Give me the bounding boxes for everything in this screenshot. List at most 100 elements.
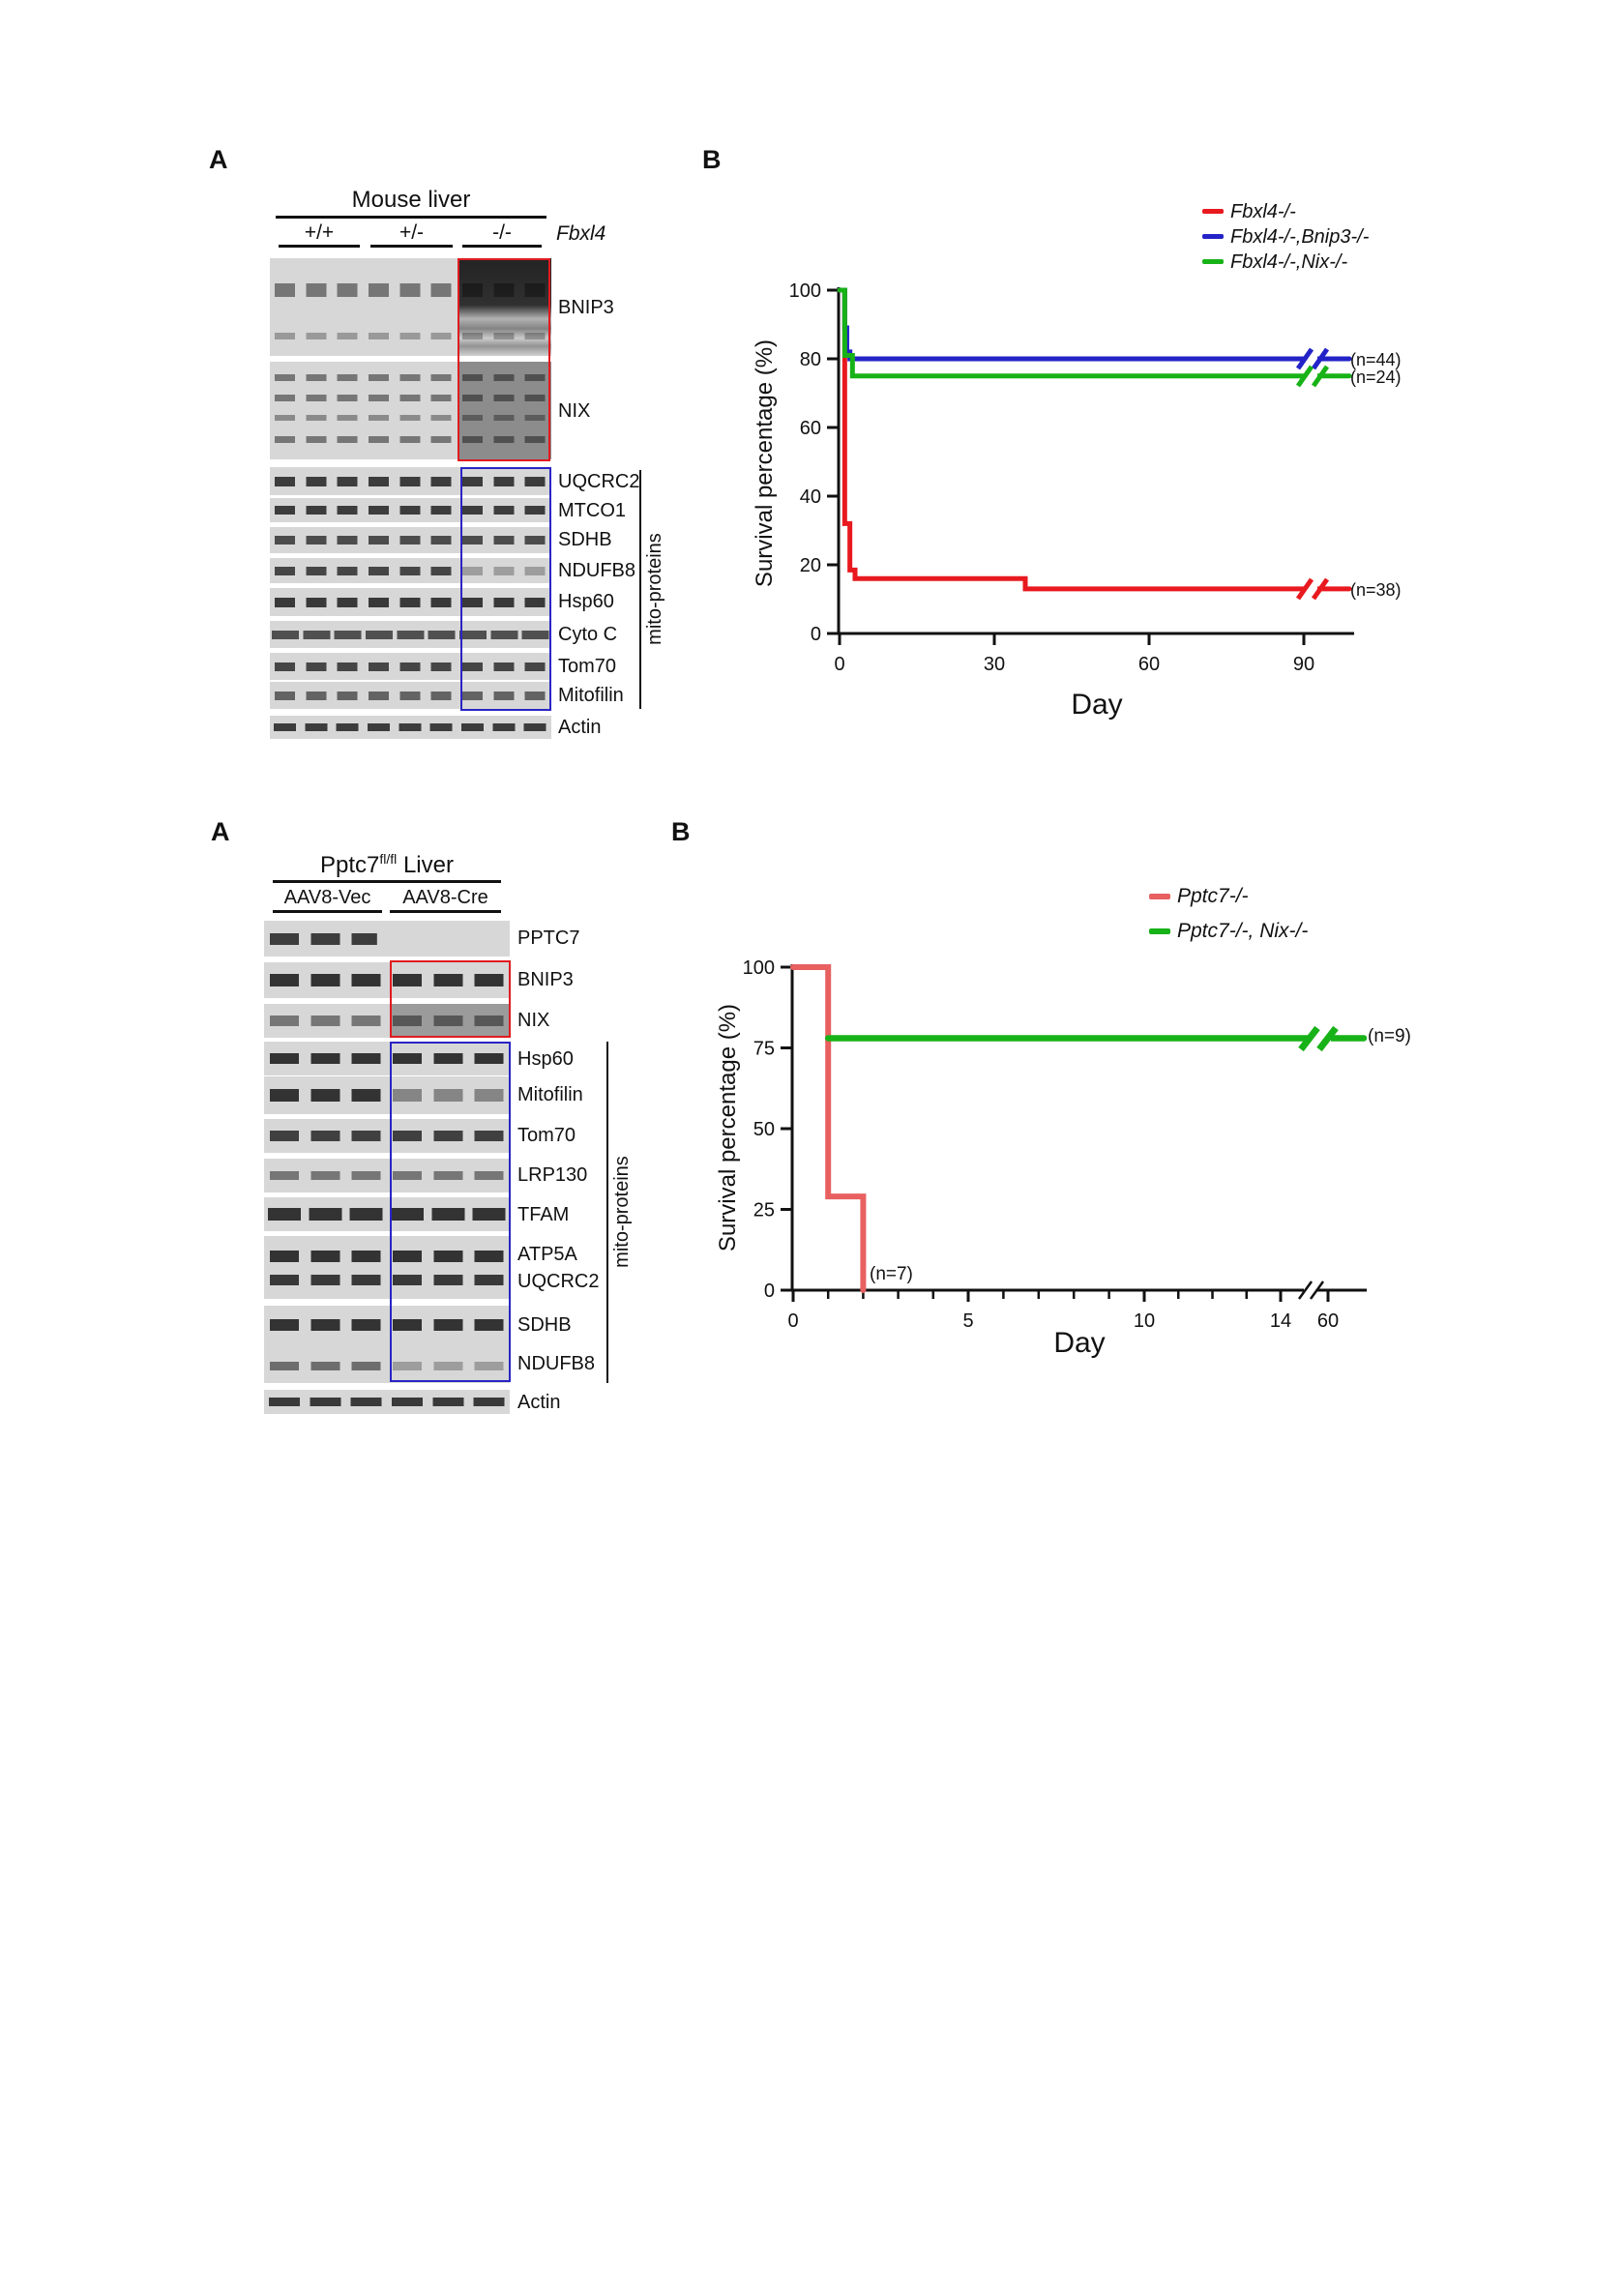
- svg-text:90: 90: [1293, 654, 1314, 675]
- survival-chart-pptc7: 0 25 50 75 100 0 5 10 14 60: [743, 957, 1368, 1332]
- protein-label: Mitofilin: [517, 1084, 583, 1105]
- svg-text:0: 0: [787, 1310, 798, 1332]
- svg-text:40: 40: [800, 486, 821, 508]
- genotype-het: +/-: [399, 221, 425, 244]
- blot-strip-bnip3: [270, 258, 551, 356]
- legend-swatch-green: [1202, 259, 1224, 264]
- group-underline: [462, 245, 542, 248]
- n-count-label: (n=7): [870, 1264, 913, 1284]
- title-gene: Pptc7: [320, 852, 380, 878]
- protein-label: TFAM: [517, 1204, 570, 1225]
- n-count-label: (n=38): [1350, 580, 1402, 600]
- svg-text:60: 60: [800, 418, 821, 439]
- n-count-label: (n=24): [1350, 368, 1402, 387]
- protein-label: UQCRC2: [558, 471, 640, 492]
- protein-label: MTCO1: [558, 500, 626, 521]
- blot-strip-pptc7: [264, 921, 510, 957]
- blot-strip-lrp130: [264, 1159, 510, 1192]
- band-overlay-light: [459, 558, 551, 583]
- legend-swatch-green: [1149, 928, 1170, 934]
- legend-label: Fbxl4-/-,Nix-/-: [1230, 251, 1348, 273]
- fig1-panel-a-label: A: [209, 145, 228, 174]
- red-highlight-box: [458, 258, 550, 461]
- title-suffix: Liver: [397, 852, 454, 878]
- blot-strip-tom70: [264, 1119, 510, 1153]
- curve-break-mark: [1298, 1025, 1320, 1052]
- curve-break-mark: [1295, 347, 1314, 370]
- protein-label: Hsp60: [517, 1048, 574, 1070]
- protein-label: Actin: [517, 1392, 561, 1413]
- group-underline: [279, 245, 360, 248]
- protein-label: PPTC7: [517, 927, 580, 949]
- svg-text:30: 30: [984, 654, 1005, 675]
- svg-text:100: 100: [789, 280, 821, 302]
- band-overlay-dark: [389, 1004, 510, 1038]
- fig2-panel-b-label: B: [671, 817, 691, 846]
- x-axis-label: Day: [1071, 689, 1123, 721]
- protein-label: SDHB: [558, 529, 612, 550]
- legend-swatch-red: [1202, 209, 1224, 214]
- y-axis-label: Survival percentage (%): [715, 1003, 741, 1252]
- protein-label: NIX: [558, 400, 591, 422]
- svg-text:25: 25: [753, 1200, 775, 1222]
- protein-label: NDUFB8: [517, 1353, 596, 1374]
- mito-proteins-label: mito-proteins: [611, 1156, 633, 1268]
- x-axis-label: Day: [1053, 1327, 1106, 1359]
- fig2-panel-a-label: A: [211, 817, 230, 846]
- band-overlay-light: [389, 1356, 510, 1379]
- y-axis-label: Survival percentage (%): [752, 339, 778, 588]
- legend-swatch-salmon: [1149, 894, 1170, 899]
- blot-strip-actin: [270, 716, 551, 739]
- title-underline: [273, 880, 501, 883]
- treatment-vec: AAV8-Vec: [283, 887, 371, 908]
- svg-text:14: 14: [1270, 1310, 1291, 1332]
- group-underline: [273, 910, 382, 913]
- title-underline: [276, 216, 546, 219]
- axis-break-mark: [1297, 1280, 1314, 1300]
- blue-highlight-box: [390, 1042, 511, 1382]
- protein-label: SDHB: [517, 1314, 572, 1336]
- blot-strip-mtco1: [270, 498, 551, 522]
- blot-strip-tfam: [264, 1197, 510, 1231]
- svg-text:60: 60: [1317, 1310, 1339, 1332]
- protein-label: NIX: [517, 1010, 550, 1031]
- blot-strip-mitofilin: [270, 682, 551, 709]
- blot-strip-tom70: [270, 653, 551, 680]
- blue-highlight-box: [460, 467, 551, 711]
- blot-strip-hsp60: [264, 1042, 510, 1075]
- blot-strip-mitofilin: [264, 1076, 510, 1114]
- protein-label: Tom70: [517, 1125, 576, 1146]
- blot-strip-ndufb8: [270, 558, 551, 583]
- protein-label: NDUFB8: [558, 560, 636, 581]
- band-overlay-dark: [459, 362, 551, 459]
- protein-label: Mitofilin: [558, 685, 624, 706]
- mito-proteins-bracket: [606, 1042, 608, 1383]
- title-superscript: fl/fl: [379, 851, 398, 867]
- protein-label: LRP130: [517, 1164, 588, 1186]
- protein-label: ATP5A: [517, 1244, 577, 1265]
- svg-text:75: 75: [753, 1039, 775, 1060]
- svg-text:60: 60: [1138, 654, 1160, 675]
- blot-strip-sdhb-ndufb8: [264, 1306, 510, 1383]
- protein-label: Actin: [558, 717, 602, 738]
- fig1-panel-b-label: B: [702, 145, 722, 174]
- protein-label: Cyto C: [558, 624, 618, 645]
- blot-strip-bnip3: [264, 962, 510, 998]
- protein-label: BNIP3: [558, 297, 614, 318]
- protein-label: UQCRC2: [517, 1271, 600, 1292]
- blot-strip-actin: [264, 1390, 510, 1414]
- fig2-blot-title: Pptc7fl/fl Liver: [273, 851, 501, 879]
- blot-strip-hsp60: [270, 588, 551, 616]
- gene-name-label: Fbxl4: [556, 222, 606, 245]
- n-count-label: (n=9): [1368, 1026, 1411, 1046]
- svg-text:5: 5: [962, 1310, 973, 1332]
- survival-chart-fbxl4: 0 20 40 60 80 100 0 30 60 90: [789, 280, 1354, 675]
- blot-strip-nix: [264, 1004, 510, 1038]
- svg-text:0: 0: [764, 1280, 775, 1302]
- svg-text:50: 50: [753, 1119, 775, 1140]
- fig1-blot-title: Mouse liver: [351, 187, 471, 213]
- protein-label: Tom70: [558, 656, 617, 677]
- mito-proteins-label: mito-proteins: [644, 533, 665, 645]
- blot-strip-sdhb: [270, 527, 551, 553]
